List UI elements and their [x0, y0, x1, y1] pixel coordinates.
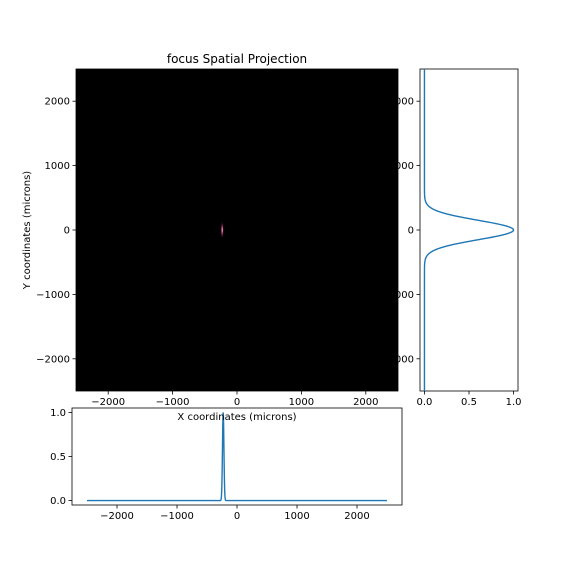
heatmap-y-tick-label: 0 — [64, 226, 70, 237]
chart-title: focus Spatial Projection — [167, 52, 307, 66]
right-profile-x-tick-label: 0.5 — [461, 397, 477, 408]
bottom-profile-y-tick-label: 1.0 — [50, 408, 66, 419]
bottom-profile-y-tick-label: 0.0 — [50, 496, 66, 507]
heatmap-x-tick-label: −1000 — [156, 397, 190, 408]
bottom-profile-y-ticks: 0.0 0.5 1.0 — [50, 408, 72, 507]
bottom-profile-x-tick-label: 2000 — [344, 511, 369, 522]
bottom-profile-y-tick-label: 0.5 — [50, 452, 66, 463]
bottom-profile-panel: −2000 −1000 0 1000 2000 0.0 0.5 1.0 — [50, 407, 403, 522]
right-profile-y-tick-label: 0 — [408, 226, 414, 237]
bottom-profile-x-tick-label: −2000 — [100, 511, 134, 522]
heatmap-x-tick-label: 1000 — [289, 397, 314, 408]
bottom-profile-x-tick-label: 1000 — [284, 511, 309, 522]
heatmap-x-ticks: −2000 −1000 0 1000 2000 — [91, 391, 379, 408]
heatmap-y-tick-label: −1000 — [36, 290, 70, 301]
heatmap-x-tick-label: 0 — [234, 397, 240, 408]
heatmap-x-tick-label: −2000 — [91, 397, 125, 408]
heatmap-background — [76, 69, 398, 391]
heatmap-y-tick-label: −2000 — [36, 354, 70, 365]
main-heatmap-panel: focus Spatial Projection −2000 −1000 0 1000… — [22, 52, 399, 408]
right-profile-y-tick-label: 000 — [395, 290, 414, 301]
right-profile-y-tick-label: 000 — [395, 161, 414, 172]
right-profile-x-tick-label: 1.0 — [506, 397, 522, 408]
heatmap-hotspot — [220, 220, 224, 240]
bottom-profile-x-ticks: −2000 −1000 0 1000 2000 — [100, 505, 370, 522]
right-profile-line — [423, 69, 515, 391]
bottom-profile-x-tick-label: 0 — [234, 511, 240, 522]
heatmap-y-ticks: −2000 −1000 0 1000 2000 — [36, 97, 76, 365]
bottom-profile-x-tick-label: −1000 — [160, 511, 194, 522]
right-profile-x-ticks: 0.0 0.5 1.0 — [417, 391, 522, 408]
y-axis-label: Y coordinates (microns) — [22, 171, 33, 290]
right-profile-y-tick-label: 000 — [395, 97, 414, 108]
heatmap-y-tick-label: 1000 — [45, 161, 70, 172]
x-axis-label: X coordinates (microns) — [177, 412, 296, 423]
bottom-profile-line — [87, 412, 387, 502]
heatmap-x-tick-label: 2000 — [353, 397, 378, 408]
right-profile-y-tick-label: 000 — [395, 354, 414, 365]
heatmap-y-tick-label: 2000 — [45, 97, 70, 108]
right-profile-x-tick-label: 0.0 — [417, 397, 433, 408]
